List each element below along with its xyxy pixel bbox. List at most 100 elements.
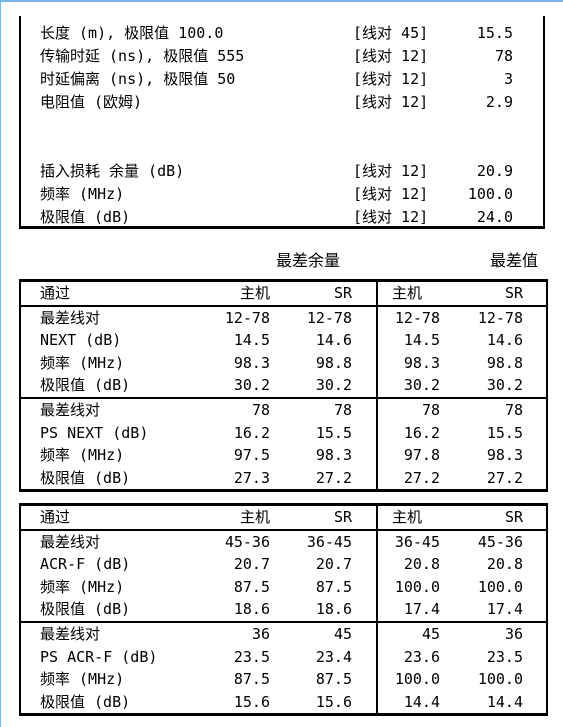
summary-label: 电阻值 (欧姆) [40, 93, 143, 111]
header-main: 主机 [195, 502, 290, 531]
cell: 100.0 [376, 668, 458, 691]
header-main: 主机 [376, 278, 458, 307]
row-label: NEXT (dB) [19, 329, 195, 352]
summary-label: 插入损耗 余量 (dB) [40, 162, 185, 180]
acrf-table: 通过 主机 SR 主机 SR 最差线对 45-36 36-45 36-45 45… [19, 502, 548, 717]
cell: 17.4 [458, 598, 548, 622]
cell: 100.0 [458, 668, 548, 691]
cell: 97.8 [376, 444, 458, 467]
table-row: 频率 (MHz) 87.5 87.5 100.0 100.0 [19, 575, 548, 599]
summary-row: 插入损耗 余量 (dB) [线对 12] 20.9 [21, 160, 543, 182]
cell: 27.2 [290, 466, 377, 493]
row-label: PS NEXT (dB) [19, 421, 195, 445]
cell: 14.4 [458, 690, 548, 717]
cell: 12-78 [224, 308, 270, 327]
cell: 78 [458, 396, 548, 422]
cell: 18.6 [233, 600, 270, 619]
cell: 45 [290, 620, 377, 646]
cell: 12-78 [458, 305, 548, 330]
summary-row: 频率 (MHz) [线对 12] 100.0 [21, 183, 543, 205]
cell: 98.3 [315, 446, 352, 465]
cell: 78 [376, 396, 458, 422]
summary-box: 长度 (m), 极限值 100.0 [线对 45] 15.5 传输时延 (ns)… [19, 16, 545, 229]
table-row: NEXT (dB) 14.5 14.6 14.5 14.6 [19, 329, 548, 352]
row-label: 极限值 (dB) [19, 466, 195, 493]
cell: 45-36 [224, 532, 270, 551]
cell: 27.2 [458, 466, 548, 493]
row-label: 频率 (MHz) [19, 444, 195, 467]
summary-pair: [线对 12] [353, 47, 429, 65]
summary-row: 时延偏离 (ns), 极限值 50 [线对 12] 3 [21, 68, 543, 90]
cell: 98.3 [233, 353, 270, 372]
summary-label: 长度 (m), 极限值 100.0 [40, 24, 224, 42]
cell: 12-78 [376, 305, 458, 330]
cell: 17.4 [376, 598, 458, 622]
table-row: 极限值 (dB) 27.3 27.2 27.2 27.2 [19, 466, 548, 493]
cell: 23.4 [315, 647, 352, 666]
cell: 15.5 [315, 423, 352, 442]
cell: 27.2 [376, 466, 458, 493]
cell: 78 [195, 396, 290, 422]
cell: 87.5 [233, 577, 270, 596]
table-row: 最差线对 36 45 45 36 [19, 620, 548, 646]
header-main: 主机 [376, 502, 458, 531]
summary-pair: [线对 12] [353, 93, 429, 111]
table-row: PS ACR-F (dB) 23.5 23.4 23.6 23.5 [19, 645, 548, 669]
cell: 100.0 [376, 575, 458, 599]
summary-row: 传输时延 (ns), 极限值 555 [线对 12] 78 [21, 45, 543, 67]
cell: 14.5 [376, 329, 458, 352]
table-row: PS NEXT (dB) 16.2 15.5 16.2 15.5 [19, 421, 548, 445]
cell: 23.6 [376, 645, 458, 669]
cell: 20.8 [458, 553, 548, 576]
cell: 98.8 [315, 353, 352, 372]
table-header-row: 通过 主机 SR 主机 SR [19, 502, 548, 531]
table-row: ACR-F (dB) 20.7 20.7 20.8 20.8 [19, 553, 548, 576]
summary-row: 极限值 (dB) [线对 12] 24.0 [21, 206, 543, 228]
summary-label: 时延偏离 (ns), 极限值 50 [40, 70, 236, 88]
cell: 78 [290, 396, 377, 422]
table-row: 频率 (MHz) 97.5 98.3 97.8 98.3 [19, 444, 548, 467]
cell: 12-78 [306, 308, 352, 327]
row-label: 频率 (MHz) [19, 575, 195, 599]
table-row: 最差线对 45-36 36-45 36-45 45-36 [19, 529, 548, 554]
cell: 30.2 [376, 374, 458, 398]
cell: 87.5 [315, 577, 352, 596]
cell: 23.5 [458, 645, 548, 669]
header-main: 主机 [195, 278, 290, 307]
cell: 30.2 [458, 374, 548, 398]
row-label: 最差线对 [19, 396, 195, 422]
summary-pair: [线对 12] [353, 70, 429, 88]
cell: 14.6 [458, 329, 548, 352]
cell: 30.2 [315, 376, 352, 395]
row-label: 最差线对 [19, 620, 195, 646]
header-status: 通过 [19, 278, 195, 307]
header-sr: SR [290, 502, 377, 531]
cell: 87.5 [233, 670, 270, 689]
cell: 20.7 [315, 555, 352, 574]
header-status: 通过 [19, 502, 195, 531]
summary-value: 24.0 [476, 208, 513, 226]
summary-value: 15.5 [476, 24, 513, 42]
row-label: ACR-F (dB) [19, 553, 195, 576]
cell: 36-45 [376, 529, 458, 554]
window-left-edge [0, 0, 1, 727]
cell: 14.6 [315, 331, 352, 350]
table-header-row: 通过 主机 SR 主机 SR [19, 278, 548, 307]
cell: 98.8 [458, 351, 548, 375]
cell: 36 [458, 620, 548, 646]
summary-pair: [线对 12] [353, 208, 429, 226]
cell: 97.5 [233, 446, 270, 465]
cell: 18.6 [315, 600, 352, 619]
summary-label: 极限值 (dB) [40, 208, 131, 226]
row-label: 频率 (MHz) [19, 668, 195, 691]
summary-row: 长度 (m), 极限值 100.0 [线对 45] 15.5 [21, 22, 543, 44]
cell: 36 [195, 620, 290, 646]
row-label: 最差线对 [19, 305, 195, 330]
table-row: 最差线对 12-78 12-78 12-78 12-78 [19, 305, 548, 330]
header-sr: SR [290, 278, 377, 307]
row-label: 极限值 (dB) [19, 374, 195, 398]
row-label: 极限值 (dB) [19, 690, 195, 717]
worst-value-heading: 最差值 [490, 251, 539, 270]
cell: 14.4 [376, 690, 458, 717]
summary-pair: [线对 12] [353, 162, 429, 180]
